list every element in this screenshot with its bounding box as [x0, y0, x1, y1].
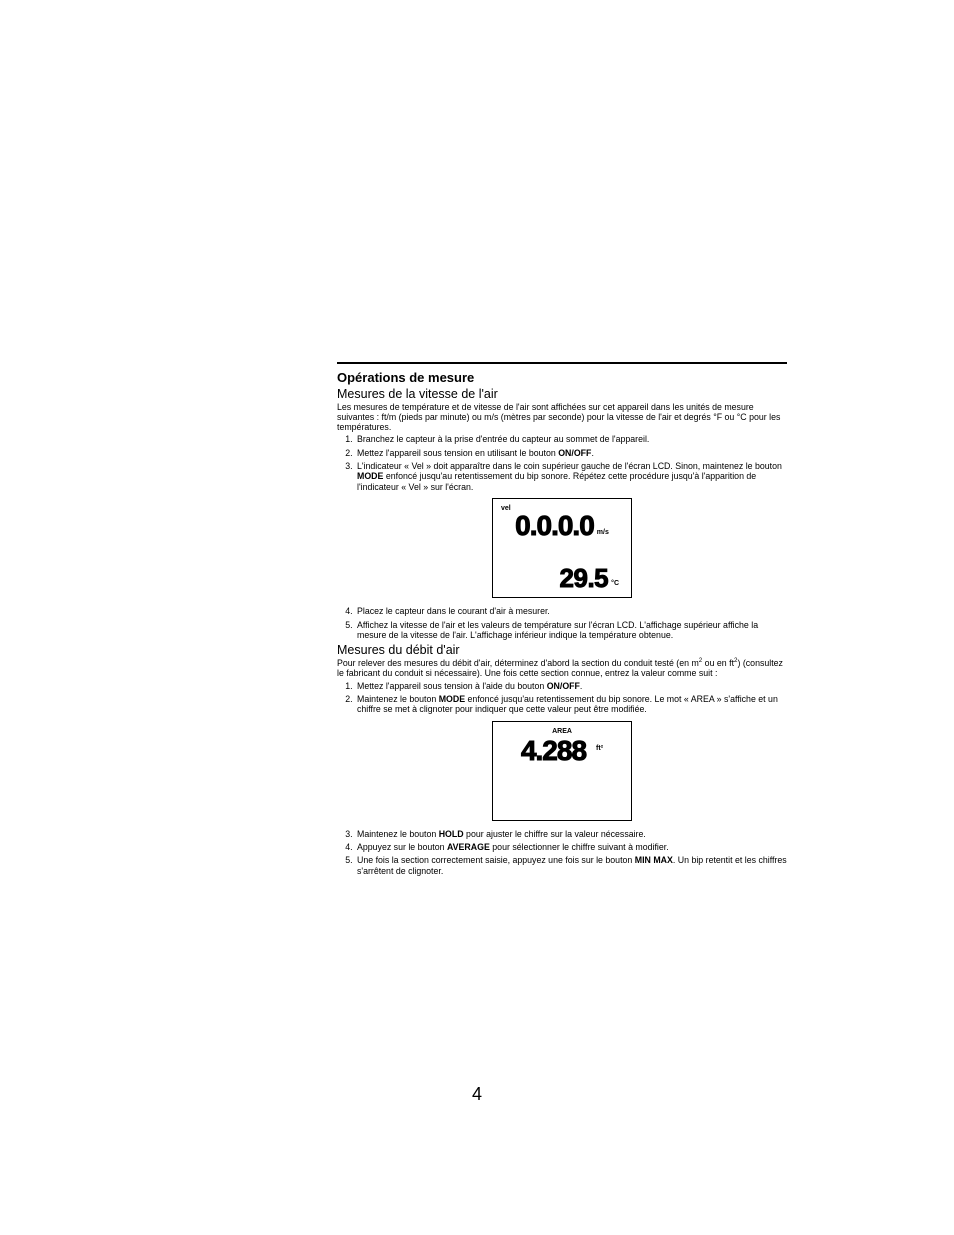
lcd-bottom-row: 29.5 °C [501, 565, 623, 591]
flow-step-2-bold: MODE [439, 694, 465, 704]
content-column: Opérations de mesure Mesures de la vites… [337, 362, 787, 876]
lcd-bottom-unit: °C [611, 580, 619, 587]
velocity-list-1: Branchez le capteur à la prise d'entrée … [337, 434, 787, 492]
flow-heading: Mesures du débit d'air [337, 643, 787, 657]
velocity-step-2-bold: ON/OFF [558, 448, 591, 458]
lcd-area-unit: ft² [596, 745, 603, 752]
flow-step-3-suffix: pour ajuster le chiffre sur la valeur né… [464, 829, 646, 839]
flow-step-4-suffix: pour sélectionner le chiffre suivant à m… [490, 842, 669, 852]
lcd-area-label: AREA [501, 728, 623, 735]
velocity-step-3: L'indicateur « Vel » doit apparaître dan… [355, 461, 787, 492]
flow-lcd: AREA 4.288 ft² [492, 721, 632, 821]
velocity-step-2-suffix: . [591, 448, 593, 458]
page: Opérations de mesure Mesures de la vites… [0, 0, 954, 1235]
flow-step-2-text: Maintenez le bouton [357, 694, 439, 704]
lcd-bottom-value: 29.5 [560, 565, 609, 591]
flow-intro-mid: ou en ft [702, 658, 734, 668]
flow-step-5-text: Une fois la section correctement saisie,… [357, 855, 635, 865]
velocity-step-4: Placez le capteur dans le courant d'air … [355, 606, 787, 616]
lcd-area-value: 4.288 [521, 737, 586, 765]
flow-list-1: Mettez l'appareil sous tension à l'aide … [337, 681, 787, 715]
velocity-intro: Les mesures de température et de vitesse… [337, 402, 787, 432]
flow-step-5: Une fois la section correctement saisie,… [355, 855, 787, 876]
flow-step-2: Maintenez le bouton MODE enfoncé jusqu'a… [355, 694, 787, 715]
velocity-step-2: Mettez l'appareil sous tension en utilis… [355, 448, 787, 458]
velocity-step-5: Affichez la vitesse de l'air et les vale… [355, 620, 787, 641]
flow-step-1-suffix: . [580, 681, 582, 691]
flow-step-1-text: Mettez l'appareil sous tension à l'aide … [357, 681, 547, 691]
lcd-area-row: 4.288 ft² [501, 737, 623, 765]
flow-step-4: Appuyez sur le bouton AVERAGE pour sélec… [355, 842, 787, 852]
flow-step-3-text: Maintenez le bouton [357, 829, 439, 839]
flow-step-1-bold: ON/OFF [547, 681, 580, 691]
lcd-top-row: 0.0.0.0 m/s [501, 512, 623, 540]
flow-step-1: Mettez l'appareil sous tension à l'aide … [355, 681, 787, 691]
section-title: Opérations de mesure [337, 370, 787, 385]
velocity-list-2: Placez le capteur dans le courant d'air … [337, 606, 787, 640]
flow-intro-pre: Pour relever des mesures du débit d'air,… [337, 658, 699, 668]
velocity-step-3-text: L'indicateur « Vel » doit apparaître dan… [357, 461, 782, 471]
flow-step-3: Maintenez le bouton HOLD pour ajuster le… [355, 829, 787, 839]
velocity-step-1: Branchez le capteur à la prise d'entrée … [355, 434, 787, 444]
lcd-top-value: 0.0.0.0 [515, 512, 594, 540]
velocity-lcd: vel 0.0.0.0 m/s 29.5 °C [492, 498, 632, 598]
flow-step-4-text: Appuyez sur le bouton [357, 842, 447, 852]
flow-step-4-bold: AVERAGE [447, 842, 490, 852]
flow-intro: Pour relever des mesures du débit d'air,… [337, 658, 787, 678]
lcd-top-section: vel 0.0.0.0 m/s [501, 505, 623, 540]
velocity-heading: Mesures de la vitesse de l'air [337, 387, 787, 401]
velocity-step-3-suffix: enfoncé jusqu'au retentissement du bip s… [357, 471, 756, 491]
page-number: 4 [0, 1084, 954, 1105]
flow-list-2: Maintenez le bouton HOLD pour ajuster le… [337, 829, 787, 877]
flow-step-5-bold: MIN MAX [635, 855, 673, 865]
velocity-step-2-text: Mettez l'appareil sous tension en utilis… [357, 448, 558, 458]
lcd-top-unit: m/s [597, 529, 609, 536]
top-rule [337, 362, 787, 364]
flow-step-3-bold: HOLD [439, 829, 464, 839]
velocity-step-3-bold: MODE [357, 471, 383, 481]
